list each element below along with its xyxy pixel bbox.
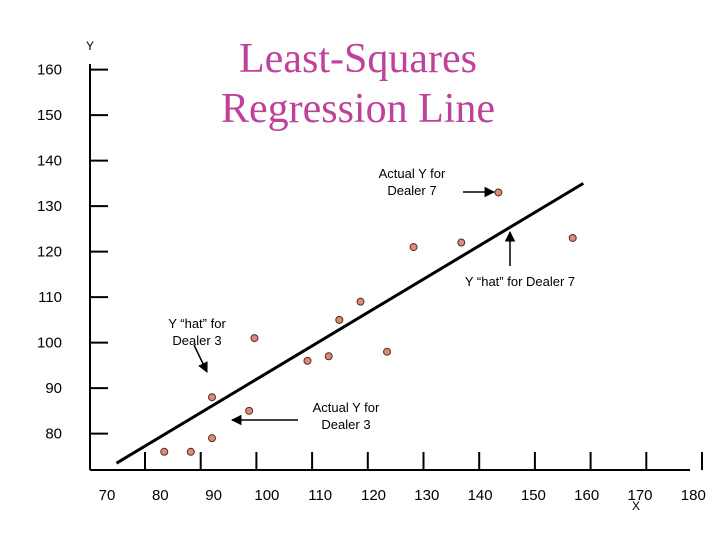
x-tick-label: 70: [99, 487, 116, 504]
data-point: [409, 243, 418, 252]
annotation-label: Dealer 3: [321, 417, 370, 432]
x-tick-label: 80: [152, 487, 169, 504]
data-point: [208, 393, 216, 402]
chart-title-line-1: Least-Squares: [239, 36, 477, 82]
x-tick-label: 140: [468, 487, 493, 504]
regression-line-group: [115, 182, 585, 465]
data-point: [356, 297, 365, 306]
data-point: [457, 238, 466, 247]
x-tick-label: 170: [627, 487, 652, 504]
annotation-arrow: [193, 344, 208, 373]
annotation-label: Y “hat” for: [168, 316, 226, 331]
data-point: [208, 434, 216, 443]
chart-title-line-2: Regression Line: [221, 86, 495, 132]
y-tick-label: 160: [37, 62, 62, 79]
regression-line: [115, 182, 585, 465]
x-tick-label: 180: [681, 487, 706, 504]
annotation-label: Dealer 7: [387, 183, 436, 198]
y-axis-label: Y: [86, 39, 94, 53]
x-tick-label: 130: [414, 487, 439, 504]
data-point: [335, 315, 344, 324]
y-tick-label: 110: [38, 289, 62, 306]
y-tick-label: 120: [37, 244, 62, 261]
annotations: Actual Y for Dealer 7 Y “hat” for Dealer 7…: [168, 166, 575, 432]
x-tick-label: 160: [574, 487, 599, 504]
data-point: [324, 352, 333, 361]
data-point: [494, 188, 503, 197]
y-tick-label: 90: [45, 380, 62, 397]
data-point: [383, 347, 392, 356]
data-point: [160, 447, 169, 456]
y-tick-label: 150: [37, 107, 62, 124]
x-axis-label: X: [632, 499, 640, 513]
x-tick-label: 110: [308, 487, 332, 504]
data-point: [303, 356, 312, 365]
data-point: [186, 447, 195, 456]
x-tick-label: 120: [361, 487, 386, 504]
x-tick-label: 150: [521, 487, 546, 504]
data-point: [250, 334, 259, 343]
annotation-label: Actual Y for: [379, 166, 446, 181]
y-tick-label: 100: [37, 335, 62, 352]
annotation-label: Y “hat” for Dealer 7: [465, 274, 575, 289]
annotation-label: Actual Y for: [313, 400, 380, 415]
data-point: [568, 233, 577, 242]
data-points: [160, 188, 577, 456]
y-tick-label: 130: [37, 198, 62, 215]
y-tick-label: 140: [37, 153, 62, 170]
y-tick-label: 80: [45, 426, 62, 443]
x-tick-label: 100: [254, 487, 279, 504]
annotation-label: Dealer 3: [172, 333, 221, 348]
x-tick-label: 90: [205, 487, 222, 504]
data-point: [245, 406, 254, 415]
axis-ticks: 80 90 100 110 120 130 140 150 160 70 80 90 100 110 120…: [37, 62, 706, 504]
